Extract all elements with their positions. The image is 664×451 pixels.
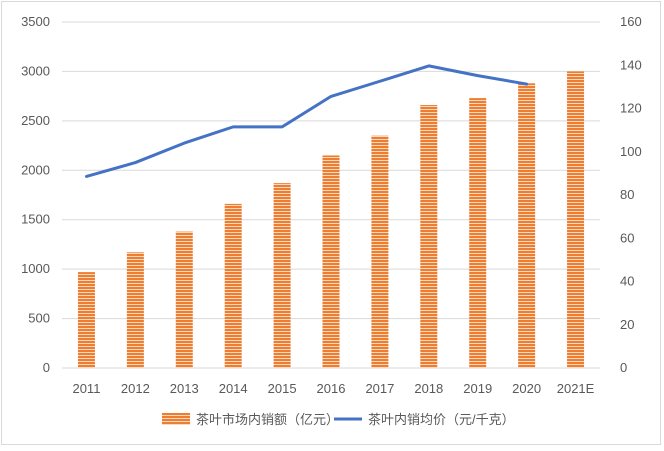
x-tick-label: 2016 bbox=[317, 381, 346, 396]
bar bbox=[273, 183, 291, 368]
x-tick-label: 2015 bbox=[268, 381, 297, 396]
line-series bbox=[84, 64, 529, 178]
bar bbox=[77, 272, 95, 368]
legend-bar-swatch bbox=[162, 413, 190, 425]
legend-item-bar: 茶叶市场内销额（亿元） bbox=[162, 412, 339, 427]
right-axis-ticks: 0 20 40 60 80 100 120 140 160 bbox=[620, 14, 642, 375]
combo-chart: 0 500 1000 1500 2000 2500 3000 3500 0 20 40 60 80 10… bbox=[21, 14, 642, 427]
right-tick-label: 160 bbox=[620, 14, 642, 29]
bar-series bbox=[77, 71, 585, 369]
x-tick-label: 2014 bbox=[219, 381, 248, 396]
right-tick-label: 20 bbox=[620, 317, 634, 332]
chart-frame: 0 500 1000 1500 2000 2500 3000 3500 0 20 40 60 80 10… bbox=[1, 1, 661, 445]
x-tick-label: 2019 bbox=[463, 381, 492, 396]
legend-bar-label: 茶叶市场内销额（亿元） bbox=[196, 412, 339, 427]
x-tick-label: 2020 bbox=[512, 381, 541, 396]
left-tick-label: 1000 bbox=[21, 261, 50, 276]
right-tick-label: 60 bbox=[620, 230, 634, 245]
x-tick-label: 2012 bbox=[121, 381, 150, 396]
legend-line-label: 茶叶内销均价（元/千克） bbox=[368, 412, 515, 427]
bar bbox=[224, 203, 242, 368]
bar bbox=[175, 231, 193, 368]
x-tick-label: 2013 bbox=[170, 381, 199, 396]
x-axis-ticks: 2011 2012 2013 2014 2015 2016 2017 2018 2019 2020… bbox=[72, 381, 594, 396]
right-tick-label: 0 bbox=[620, 360, 627, 375]
left-tick-label: 2500 bbox=[21, 113, 50, 128]
bar bbox=[322, 155, 340, 368]
bar bbox=[420, 105, 438, 368]
x-tick-label: 2011 bbox=[72, 381, 100, 396]
legend: 茶叶市场内销额（亿元） 茶叶内销均价（元/千克） bbox=[162, 412, 515, 427]
x-tick-label: 2018 bbox=[414, 381, 443, 396]
right-tick-label: 80 bbox=[620, 187, 634, 202]
legend-item-line: 茶叶内销均价（元/千克） bbox=[334, 412, 515, 427]
bar bbox=[469, 98, 487, 369]
right-tick-label: 100 bbox=[620, 144, 642, 159]
right-tick-label: 120 bbox=[620, 101, 642, 116]
x-tick-label: 2017 bbox=[365, 381, 394, 396]
right-tick-label: 140 bbox=[620, 57, 642, 72]
left-axis-ticks: 0 500 1000 1500 2000 2500 3000 3500 bbox=[21, 14, 50, 375]
bar bbox=[518, 83, 536, 368]
bar bbox=[126, 252, 144, 368]
left-tick-label: 500 bbox=[28, 311, 50, 326]
right-tick-label: 40 bbox=[620, 274, 634, 289]
bar bbox=[567, 71, 585, 368]
left-tick-label: 0 bbox=[43, 360, 50, 375]
line-path bbox=[84, 64, 529, 178]
left-tick-label: 1500 bbox=[21, 212, 50, 227]
bar bbox=[371, 135, 389, 368]
left-tick-label: 3500 bbox=[21, 14, 50, 29]
x-tick-label: 2021E bbox=[557, 381, 595, 396]
left-tick-label: 2000 bbox=[21, 162, 50, 177]
left-tick-label: 3000 bbox=[21, 63, 50, 78]
